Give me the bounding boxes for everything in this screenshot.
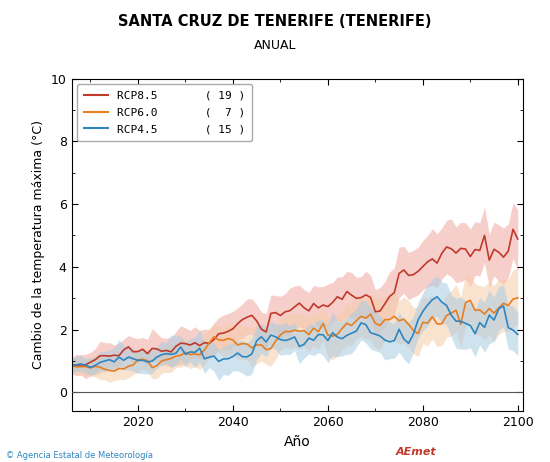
Text: SANTA CRUZ DE TENERIFE (TENERIFE): SANTA CRUZ DE TENERIFE (TENERIFE) (118, 14, 432, 29)
Y-axis label: Cambio de la temperatura máxima (°C): Cambio de la temperatura máxima (°C) (32, 121, 45, 369)
Legend: RCP8.5       ( 19 ), RCP6.0       (  7 ), RCP4.5       ( 15 ): RCP8.5 ( 19 ), RCP6.0 ( 7 ), RCP4.5 ( 15… (77, 84, 252, 141)
Text: AEmet: AEmet (396, 447, 437, 457)
Text: ANUAL: ANUAL (254, 39, 296, 52)
Text: © Agencia Estatal de Meteorología: © Agencia Estatal de Meteorología (6, 451, 152, 460)
X-axis label: Año: Año (284, 435, 310, 449)
